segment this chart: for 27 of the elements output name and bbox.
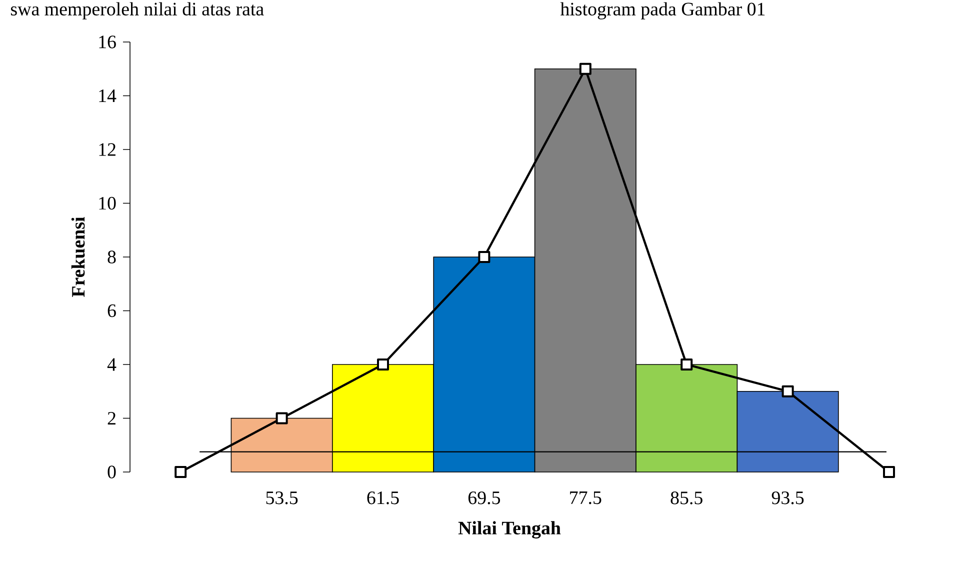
point [174, 466, 187, 478]
point [377, 358, 390, 370]
x-tick-label: 69.5 [468, 491, 500, 504]
x-tick-label: 85.5 [670, 492, 702, 504]
point [478, 250, 490, 263]
y-tick-label: 12 [99, 143, 116, 156]
y-tick-label: 0 [108, 466, 116, 478]
point [782, 385, 794, 398]
y-tick-label: 10 [99, 196, 116, 210]
y-tick-label: 6 [108, 304, 116, 318]
x-tick-label: 61.5 [367, 491, 399, 504]
x-tick-label: 93.5 [772, 491, 804, 504]
y-tick-label: 16 [99, 36, 116, 48]
x-tick-label: 77.5 [570, 492, 602, 504]
y-axis-title: Frekuensi [71, 216, 85, 297]
text: swa memperoleh nilai di atas rata [10, 2, 264, 20]
y-tick-label: 8 [108, 250, 116, 264]
point [883, 466, 895, 478]
text: histogram pada Gambar 01 [560, 2, 765, 20]
y-tick-label: 14 [99, 90, 116, 102]
point [276, 412, 288, 424]
y-tick-label: 2 [108, 412, 116, 424]
y-tick-label: 4 [107, 358, 116, 371]
point [579, 62, 592, 75]
x-axis-title: Nilai Tengah [458, 521, 561, 538]
x-tick-label: 53.5 [266, 491, 298, 504]
point [680, 358, 693, 370]
